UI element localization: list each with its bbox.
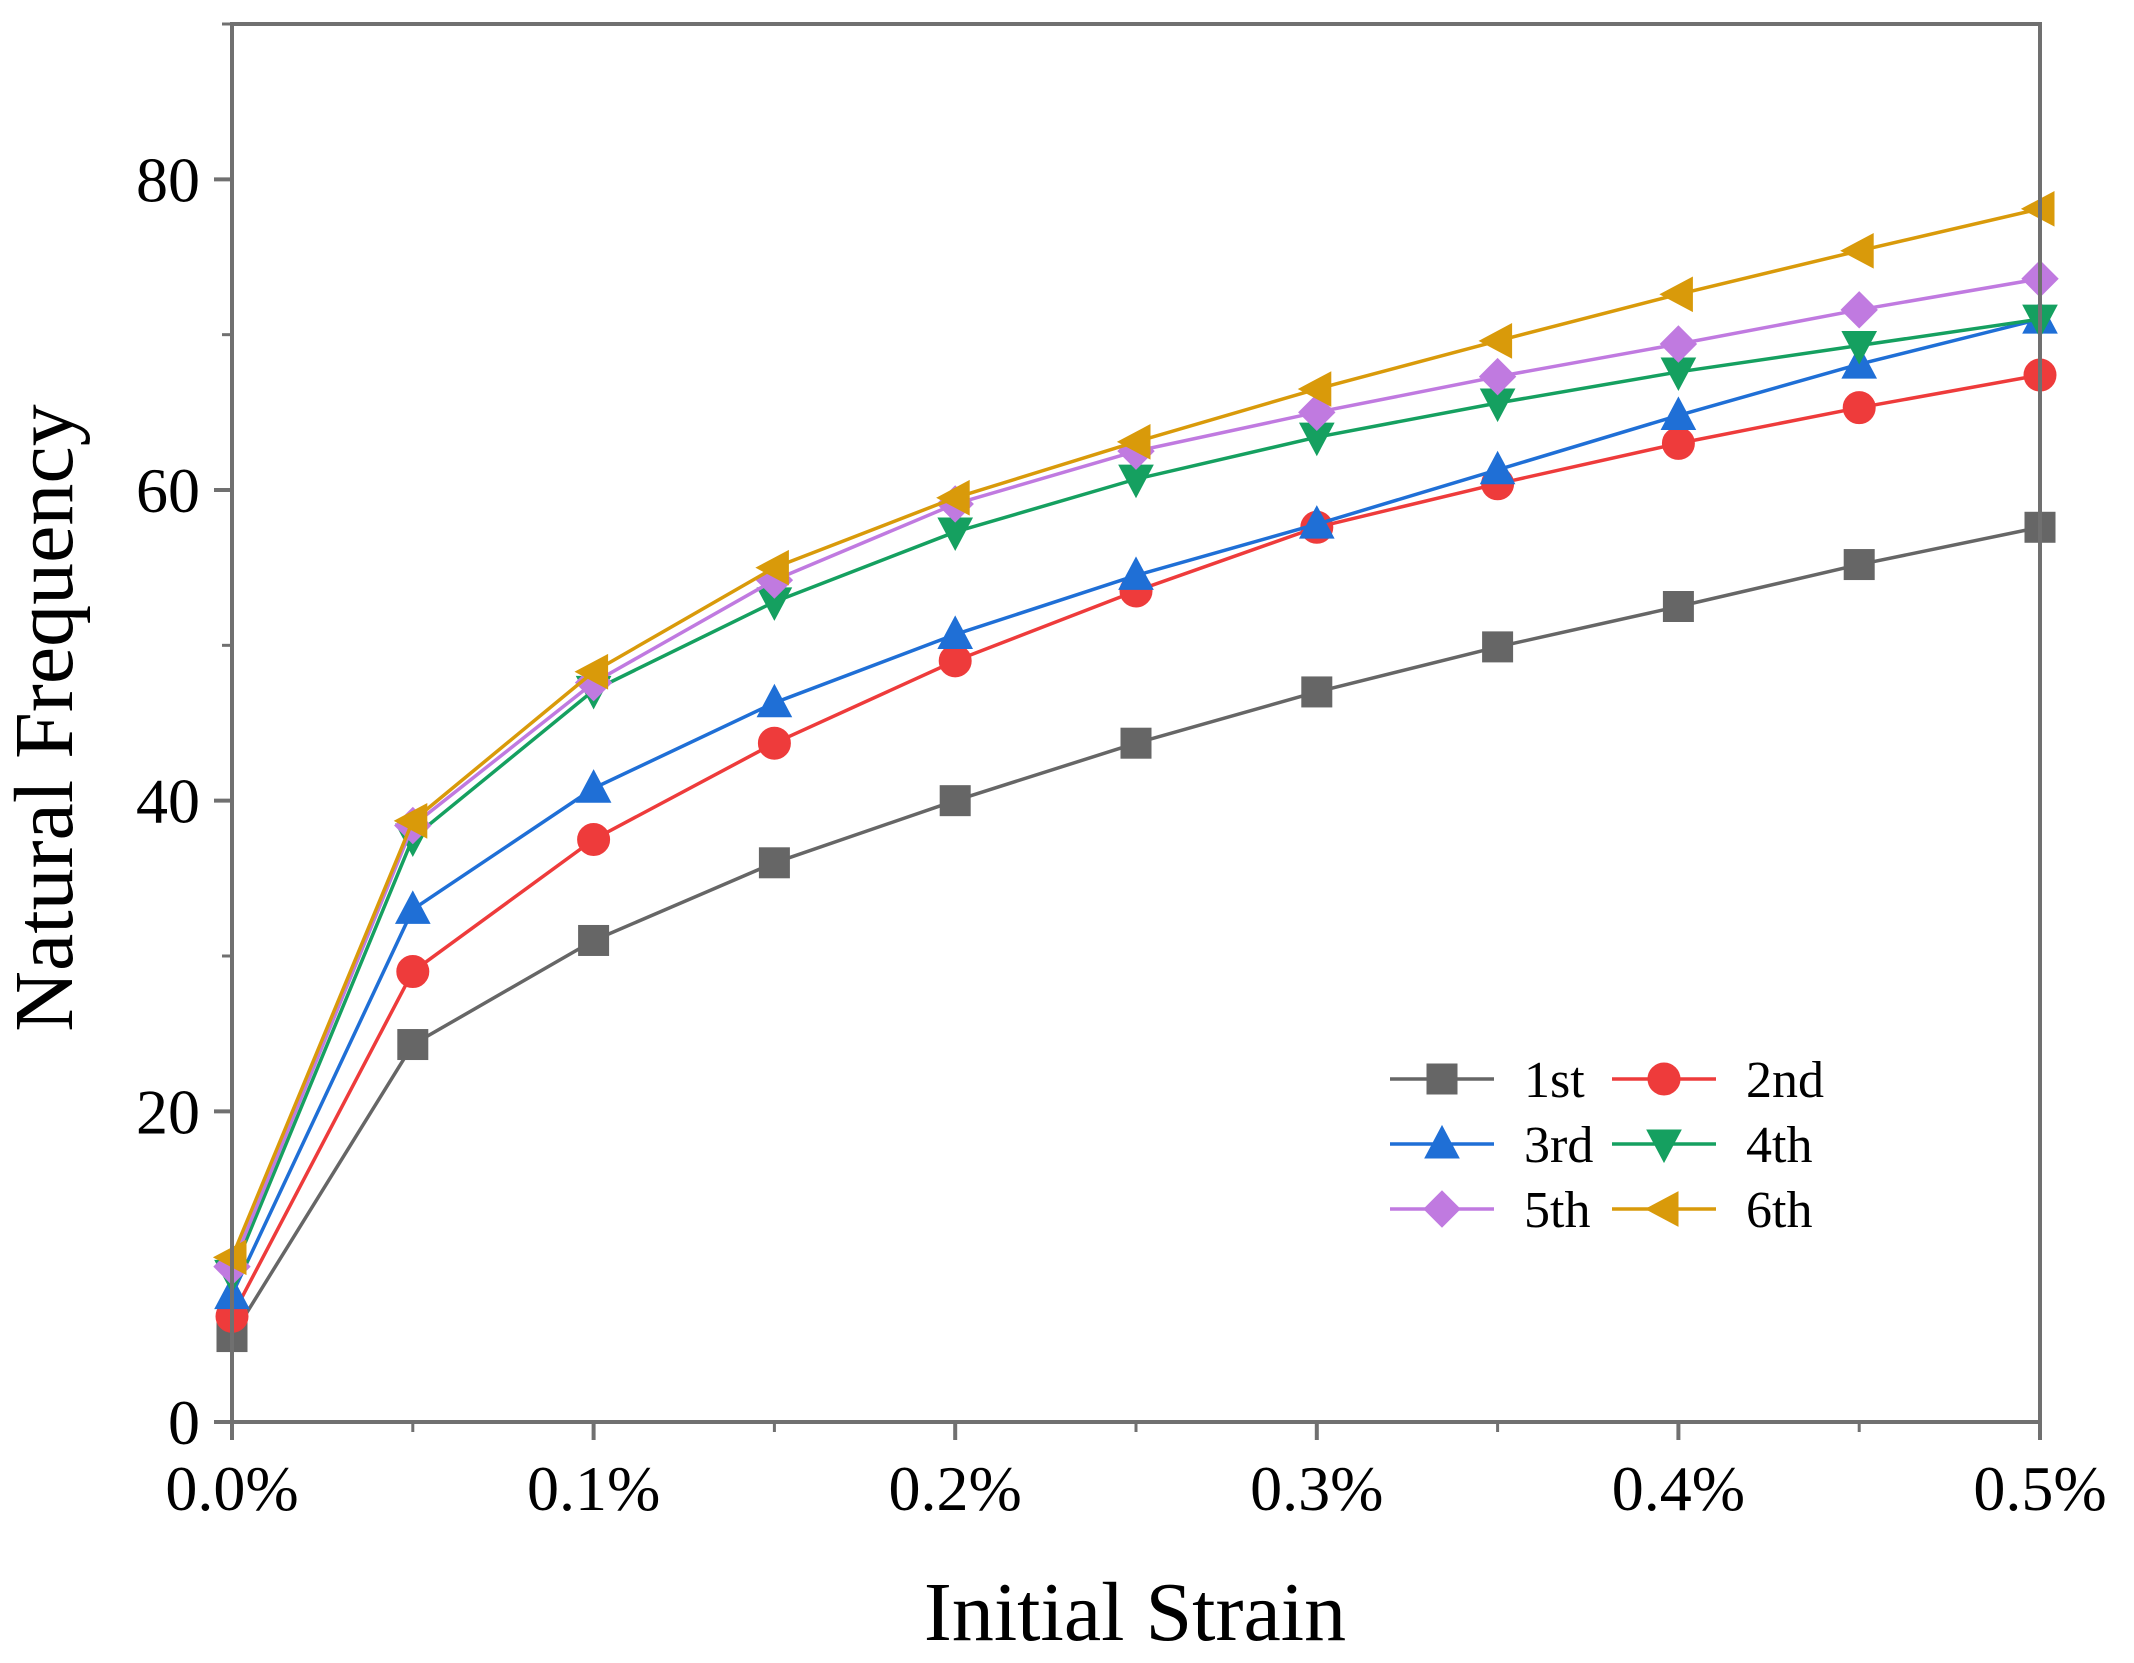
data-point	[393, 803, 428, 839]
legend-marker	[1423, 1190, 1461, 1228]
data-point	[937, 615, 974, 649]
legend-label: 2nd	[1746, 1052, 1824, 1109]
x-tick-label: 0.5%	[1973, 1453, 2106, 1524]
x-tick-label: 0.2%	[889, 1453, 1022, 1524]
data-point	[1660, 396, 1697, 430]
legend-item: 2nd	[1612, 1052, 1824, 1109]
data-point	[1840, 291, 1878, 329]
x-axis-title: Initial Strain	[924, 1566, 1346, 1659]
legend-label: 5th	[1524, 1182, 1590, 1239]
data-point	[1479, 450, 1516, 485]
legend-item: 4th	[1612, 1117, 1812, 1174]
data-point	[1298, 505, 1335, 539]
series-3rd	[214, 300, 2058, 1310]
x-tick-label: 0.3%	[1250, 1453, 1383, 1524]
legend: 1st 2nd 3rd 4th 5th 6th	[1390, 1052, 1824, 1239]
legend-item: 6th	[1612, 1182, 1812, 1239]
data-point	[396, 955, 430, 989]
legend-marker	[1647, 1062, 1681, 1096]
data-point	[1842, 391, 1876, 425]
legend-marker	[1424, 1124, 1460, 1159]
data-point	[936, 479, 970, 516]
data-point	[397, 1029, 429, 1061]
legend-label: 4th	[1746, 1117, 1812, 1174]
legend-label: 6th	[1746, 1182, 1812, 1239]
data-point	[755, 549, 789, 586]
data-point	[1840, 232, 1874, 269]
x-tick-label: 0.1%	[527, 1453, 660, 1524]
data-point	[578, 924, 610, 956]
data-point	[939, 785, 971, 817]
data-point	[574, 653, 609, 690]
data-point	[1662, 591, 1694, 622]
data-point	[758, 847, 790, 879]
y-tick-label: 60	[136, 455, 200, 526]
data-point	[1118, 556, 1154, 590]
y-tick-label: 40	[136, 766, 200, 837]
y-tick-label: 80	[136, 144, 200, 215]
series-lines	[212, 191, 2059, 1353]
y-tick-label: 0	[168, 1387, 200, 1458]
data-point	[1297, 371, 1332, 407]
legend-item: 1st	[1390, 1052, 1585, 1109]
legend-item: 3rd	[1390, 1117, 1593, 1174]
legend-label: 1st	[1524, 1052, 1585, 1109]
data-point	[756, 683, 793, 718]
legend-marker	[1426, 1063, 1458, 1095]
data-point	[394, 890, 431, 924]
series-1st	[216, 511, 2056, 1353]
data-point	[1843, 549, 1875, 581]
data-point	[1482, 631, 1514, 663]
data-point	[1478, 357, 1517, 396]
data-point	[757, 726, 791, 760]
y-tick-label: 20	[136, 1076, 200, 1147]
data-point	[1116, 424, 1151, 460]
data-point	[1659, 325, 1698, 363]
y-axis-title: Natural Frequency	[0, 404, 91, 1031]
legend-marker	[1646, 1129, 1682, 1164]
series-6th	[212, 191, 2055, 1276]
data-point	[1120, 727, 1152, 759]
legend-marker	[1644, 1191, 1679, 1227]
data-point	[1841, 331, 1878, 365]
data-point	[575, 769, 612, 803]
data-point	[1478, 323, 1513, 359]
data-point	[1659, 276, 1693, 313]
x-tick-label: 0.4%	[1612, 1453, 1745, 1524]
tick-labels: 0.0% 0.1% 0.2% 0.3% 0.4% 0.5% 0 20 40 60 80	[136, 144, 2107, 1524]
plot-frame	[230, 22, 2042, 1424]
data-point	[1301, 676, 1333, 708]
legend-label: 3rd	[1524, 1117, 1593, 1174]
x-tick-label: 0.0%	[165, 1453, 298, 1524]
legend-item: 5th	[1390, 1182, 1590, 1239]
data-point	[938, 644, 972, 678]
data-point	[1661, 426, 1695, 460]
data-point	[577, 823, 611, 856]
